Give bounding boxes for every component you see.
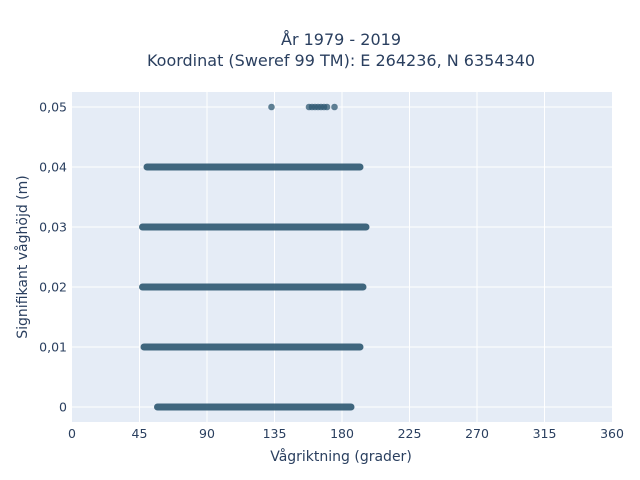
y-tick-label: 0,04 (39, 160, 67, 175)
data-point (268, 103, 275, 111)
x-tick-label: 225 (398, 426, 422, 441)
y-tick-label: 0,05 (39, 100, 67, 115)
x-tick-label: 135 (263, 426, 287, 441)
x-tick-label: 90 (199, 426, 215, 441)
x-tick-label: 315 (533, 426, 557, 441)
chart-title-line1: År 1979 - 2019 (281, 30, 401, 49)
y-tick-label: 0,03 (39, 220, 67, 235)
x-tick-label: 180 (330, 426, 354, 441)
x-ticks: 0 45 90 135 180 225 270 315 360 (68, 426, 624, 441)
data-point (331, 103, 338, 111)
data-point (323, 103, 331, 111)
chart-title-line2: Koordinat (Sweref 99 TM): E 264236, N 63… (147, 51, 535, 70)
x-tick-label: 45 (132, 426, 148, 441)
data-bands (139, 163, 370, 411)
y-ticks: 0 0,01 0,02 0,03 0,04 0,05 (39, 100, 67, 415)
x-axis-title: Vågriktning (grader) (270, 448, 412, 465)
x-tick-label: 0 (68, 426, 76, 441)
y-tick-label: 0 (59, 400, 67, 415)
y-tick-label: 0,01 (39, 340, 67, 355)
y-axis-title: Signifikant våghöjd (m) (14, 175, 31, 338)
x-tick-label: 270 (465, 426, 489, 441)
y-tick-label: 0,02 (39, 280, 67, 295)
data-points (268, 103, 338, 111)
x-tick-label: 360 (600, 426, 624, 441)
x-grid (139, 92, 545, 422)
